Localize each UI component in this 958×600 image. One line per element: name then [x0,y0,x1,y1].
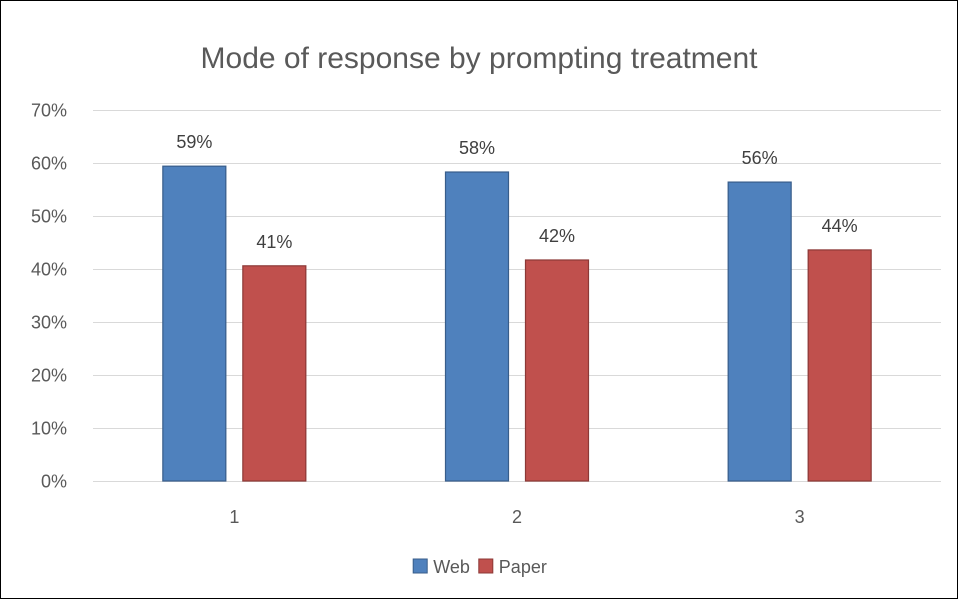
legend-swatch-web [412,558,428,574]
x-axis-ticks: 1 2 3 [229,507,804,527]
x-tick-label: 3 [795,507,805,527]
x-tick-label: 2 [512,507,522,527]
legend-label-web: Web [433,557,470,577]
data-label-paper-3: 44% [822,216,858,236]
bar-web-3 [727,181,792,482]
y-tick-label: 40% [31,260,67,280]
bar-web-1 [162,165,227,482]
bar-paper-3 [807,249,872,482]
gridlines [93,110,941,482]
y-tick-label: 50% [31,207,67,227]
bars [162,165,872,482]
data-label-paper-1: 41% [256,232,292,252]
y-tick-label: 0% [41,472,67,492]
legend: Web Paper [412,557,547,577]
y-tick-label: 70% [31,101,67,121]
y-tick-label: 60% [31,154,67,174]
bar-web-2 [444,171,510,482]
data-label-web-2: 58% [459,138,495,158]
bar-paper-1 [242,265,307,482]
legend-swatch-paper [478,558,494,574]
y-tick-label: 10% [31,419,67,439]
y-tick-label: 20% [31,366,67,386]
data-label-paper-2: 42% [539,226,575,246]
chart-title: Mode of response by prompting treatment [201,42,759,75]
y-axis-ticks: 0% 10% 20% 30% 40% 50% 60% 70% [31,101,67,492]
x-tick-label: 1 [229,507,239,527]
legend-label-paper: Paper [499,557,547,577]
data-label-web-3: 56% [742,148,778,168]
y-tick-label: 30% [31,313,67,333]
data-labels: 59% 41% 58% 42% 56% 44% [176,132,857,252]
bar-paper-2 [524,259,590,482]
data-label-web-1: 59% [176,132,212,152]
